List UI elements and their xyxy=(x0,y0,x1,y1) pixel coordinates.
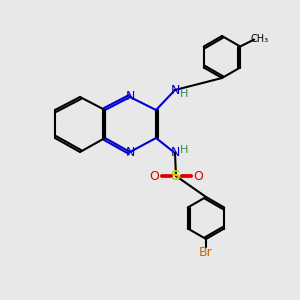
Text: CH₃: CH₃ xyxy=(250,34,268,44)
Text: N: N xyxy=(170,83,180,97)
Text: O: O xyxy=(149,169,159,182)
Text: H: H xyxy=(180,145,188,155)
Text: Br: Br xyxy=(199,247,213,260)
Text: N: N xyxy=(125,91,135,103)
Text: S: S xyxy=(171,169,181,183)
Text: N: N xyxy=(170,146,180,160)
Text: N: N xyxy=(125,146,135,158)
Text: H: H xyxy=(180,89,188,99)
Text: O: O xyxy=(193,169,203,182)
